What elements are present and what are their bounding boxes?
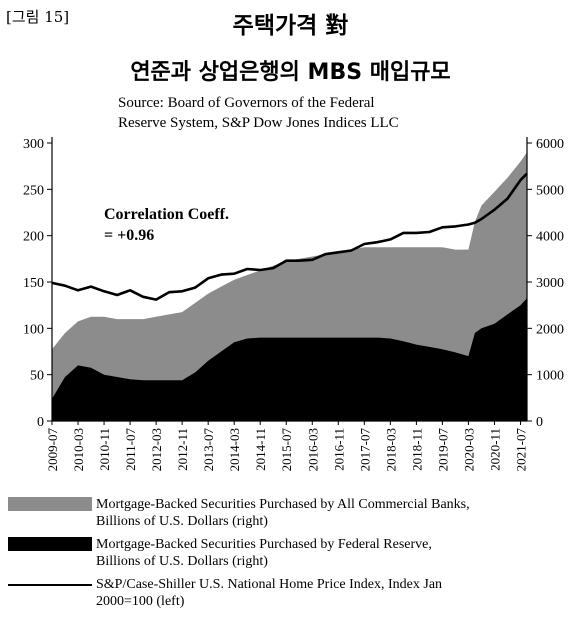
x-tick-label: 2021-07 (513, 428, 528, 472)
x-tick-label: 2016-11 (331, 428, 346, 471)
x-tick-label: 2018-11 (409, 428, 424, 471)
x-tick-label: 2014-03 (227, 428, 242, 471)
left-tick-label: 150 (23, 276, 44, 291)
x-tick-label: 2016-03 (305, 428, 320, 471)
chart-axes: 0501001502002503000100020003000400050006… (23, 137, 564, 471)
legend-item-home-price-index: S&P/Case-Shiller U.S. National Home Pric… (8, 576, 580, 610)
legend-label-line1: Mortgage-Backed Securities Purchased by … (96, 537, 432, 552)
x-tick-label: 2019-07 (435, 428, 450, 472)
legend-label-line1: S&P/Case-Shiller U.S. National Home Pric… (96, 577, 443, 592)
left-tick-label: 0 (37, 415, 44, 430)
left-tick-label: 200 (23, 230, 44, 245)
left-tick-label: 250 (23, 183, 44, 198)
x-tick-label: 2013-07 (201, 428, 216, 472)
legend-label-line1: Mortgage-Backed Securities Purchased by … (96, 497, 470, 512)
right-tick-label: 5000 (536, 183, 564, 198)
right-tick-label: 0 (536, 415, 543, 430)
figure-number: [그림 15] (6, 8, 70, 26)
correlation-value: = +0.96 (104, 227, 154, 244)
x-tick-label: 2018-03 (383, 428, 398, 471)
legend-label-line2: Billions of U.S. Dollars (right) (96, 554, 268, 569)
legend-item-federal-reserve: Mortgage-Backed Securities Purchased by … (8, 536, 580, 570)
right-tick-label: 2000 (536, 322, 564, 337)
x-tick-label: 2010-03 (71, 428, 86, 471)
x-tick-label: 2017-07 (357, 428, 372, 472)
left-tick-label: 50 (30, 369, 44, 384)
chart-legend: Mortgage-Backed Securities Purchased by … (8, 496, 580, 616)
correlation-label: Correlation Coeff. (104, 206, 229, 223)
legend-label-line2: Billions of U.S. Dollars (right) (96, 514, 268, 529)
legend-swatch-gray (8, 497, 92, 511)
legend-item-commercial-banks: Mortgage-Backed Securities Purchased by … (8, 496, 580, 530)
right-tick-label: 4000 (536, 230, 564, 245)
chart-title-line2: 연준과 상업은행의 MBS 매입규모 (130, 60, 451, 85)
right-tick-label: 3000 (536, 276, 564, 291)
right-tick-label: 6000 (536, 137, 564, 152)
x-tick-label: 2012-03 (149, 428, 164, 471)
x-tick-label: 2020-11 (487, 428, 502, 471)
x-tick-label: 2015-07 (279, 428, 294, 472)
x-tick-label: 2014-11 (253, 428, 268, 471)
x-tick-label: 2012-11 (175, 428, 190, 471)
source-line-2: Reserve System, S&P Dow Jones Indices LL… (118, 115, 399, 131)
chart-source: Source: Board of Governors of the Federa… (118, 93, 399, 133)
series-line-home-price-index (51, 172, 528, 301)
series-area-federal-reserve (52, 298, 527, 421)
left-tick-label: 300 (23, 137, 44, 152)
chart-plot: 0501001502002503000100020003000400050006… (23, 137, 564, 471)
legend-swatch-line (8, 584, 92, 586)
left-tick-label: 100 (23, 322, 44, 337)
x-tick-label: 2011-07 (123, 428, 138, 471)
correlation-annotation: Correlation Coeff. = +0.96 (104, 206, 229, 244)
series-lines (51, 172, 528, 301)
x-tick-label: 2009-07 (45, 428, 60, 472)
x-tick-label: 2010-11 (97, 428, 112, 471)
chart-title-line1: 주택가격 對 (232, 13, 349, 39)
series-areas (52, 152, 527, 422)
right-tick-label: 1000 (536, 369, 564, 384)
legend-swatch-black (8, 537, 92, 551)
legend-label-line2: 2000=100 (left) (96, 594, 185, 609)
source-line-1: Source: Board of Governors of the Federa… (118, 95, 375, 111)
x-tick-label: 2020-03 (461, 428, 476, 471)
